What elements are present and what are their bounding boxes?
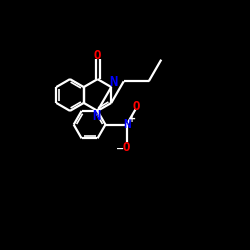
Text: N: N (123, 118, 130, 131)
Text: O: O (123, 141, 130, 154)
Text: O: O (133, 100, 140, 113)
Text: N: N (110, 75, 118, 89)
Text: N: N (92, 109, 100, 123)
Text: O: O (94, 49, 101, 62)
Text: +: + (128, 114, 136, 124)
Text: −: − (116, 144, 124, 154)
